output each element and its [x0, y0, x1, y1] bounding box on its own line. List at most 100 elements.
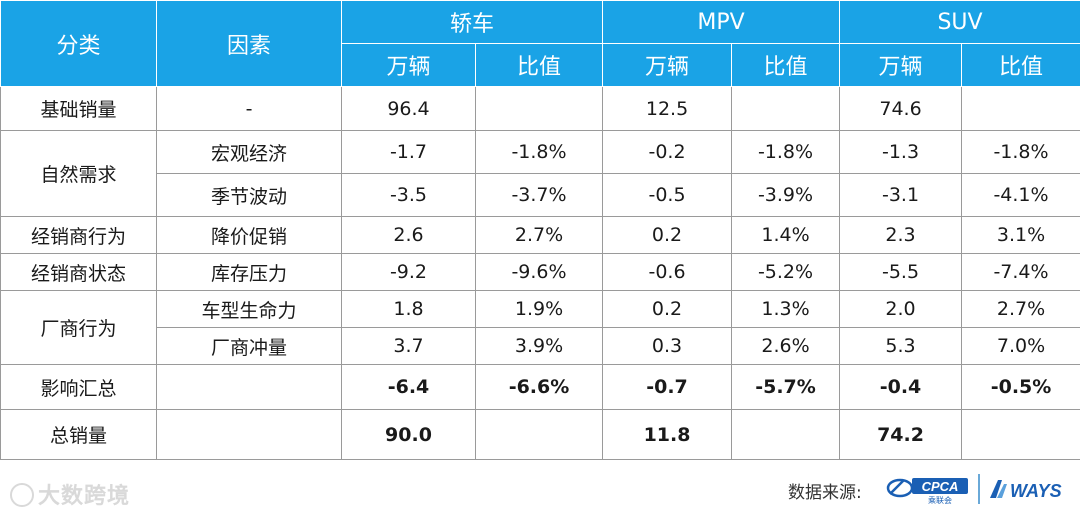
row-factor	[156, 364, 342, 410]
cell-value	[731, 86, 841, 131]
row-category: 基础销量	[0, 86, 157, 131]
header-factor: 因素	[156, 0, 342, 87]
cell-value	[474, 409, 604, 460]
header-sedan-volume: 万辆	[341, 43, 476, 87]
cell-value: 90.0	[341, 409, 476, 460]
table-row-impact: 影响汇总 -6.4 -6.6% -0.7 -5.7% -0.4 -0.5%	[0, 364, 1080, 410]
cell-value: 7.0%	[961, 327, 1080, 365]
svg-text:WAYS: WAYS	[1010, 481, 1062, 501]
sales-factor-table: 分类 因素 轿车 MPV SUV 万辆 比值 万辆 比值 万辆 比值 基础销量 …	[0, 0, 1080, 460]
cell-value: -1.8%	[731, 130, 841, 174]
cell-value: 96.4	[341, 86, 476, 131]
table-row-base: 基础销量 - 96.4 12.5 74.6	[0, 86, 1080, 131]
cell-value	[474, 86, 604, 131]
cell-value: -0.5	[602, 173, 733, 217]
row-factor: 季节波动	[156, 173, 342, 217]
cell-value: 11.8	[602, 409, 733, 460]
header-mpv: MPV	[602, 0, 841, 44]
cell-value: 5.3	[839, 327, 963, 365]
header-sedan-ratio: 比值	[474, 43, 604, 87]
row-category: 经销商行为	[0, 216, 157, 254]
cell-value: -5.7%	[731, 364, 841, 410]
cell-value: 2.7%	[961, 290, 1080, 328]
row-category: 厂商行为	[0, 290, 157, 365]
header-suv-ratio: 比值	[961, 43, 1080, 87]
cell-value: -7.4%	[961, 253, 1080, 291]
cell-value: -3.9%	[731, 173, 841, 217]
cell-value: -1.7	[341, 130, 476, 174]
source-label: 数据来源:	[788, 483, 862, 503]
cell-value: -6.6%	[474, 364, 604, 410]
row-category: 影响汇总	[0, 364, 157, 410]
row-category: 自然需求	[0, 130, 157, 217]
cell-value: 74.6	[839, 86, 963, 131]
svg-text:乘联会: 乘联会	[928, 495, 952, 504]
row-factor: 车型生命力	[156, 290, 342, 328]
row-category: 总销量	[0, 409, 157, 460]
cell-value: 74.2	[839, 409, 963, 460]
cell-value: 2.7%	[474, 216, 604, 254]
cell-value: -5.5	[839, 253, 963, 291]
cell-value	[961, 86, 1080, 131]
cell-value: 1.8	[341, 290, 476, 328]
ways-logo-icon: WAYS	[990, 480, 1062, 501]
table-row-total: 总销量 90.0 11.8 74.2	[0, 409, 1080, 460]
watermark: 大数跨境	[10, 478, 130, 510]
cell-value: -0.7	[602, 364, 733, 410]
logo-divider	[978, 474, 980, 504]
cell-value: -0.6	[602, 253, 733, 291]
cell-value: 2.6%	[731, 327, 841, 365]
watermark-icon	[10, 483, 34, 507]
cell-value: 1.3%	[731, 290, 841, 328]
cell-value: 3.1%	[961, 216, 1080, 254]
cell-value: -1.3	[839, 130, 963, 174]
cell-value: -5.2%	[731, 253, 841, 291]
cell-value: 2.0	[839, 290, 963, 328]
cell-value: 2.3	[839, 216, 963, 254]
cell-value: 0.3	[602, 327, 733, 365]
header-suv: SUV	[839, 0, 1080, 44]
cell-value: 3.7	[341, 327, 476, 365]
row-factor: -	[156, 86, 342, 131]
cell-value: -9.2	[341, 253, 476, 291]
header-suv-volume: 万辆	[839, 43, 963, 87]
cell-value	[731, 409, 841, 460]
cell-value: 2.6	[341, 216, 476, 254]
cell-value: -1.8%	[474, 130, 604, 174]
table-row-macro: 自然需求 宏观经济 -1.7 -1.8% -0.2 -1.8% -1.3 -1.…	[0, 130, 1080, 217]
cell-value: -3.1	[839, 173, 963, 217]
header-sedan: 轿车	[340, 0, 604, 44]
cell-value	[961, 409, 1080, 460]
footer: 大数跨境 数据来源: CPCA 乘联会 WAYS	[0, 466, 1080, 512]
cell-value: -1.8%	[961, 130, 1080, 174]
cell-value: -9.6%	[474, 253, 604, 291]
cell-value: -6.4	[341, 364, 476, 410]
table-row-lifecycle: 厂商行为 车型生命力 1.8 1.9% 0.2 1.3% 2.0 2.7%	[0, 290, 1080, 365]
table-row-season: 季节波动 -3.5 -3.7% -0.5 -3.9% -3.1 -4.1%	[1, 173, 1080, 217]
cell-value: 1.9%	[474, 290, 604, 328]
cell-value: -3.7%	[474, 173, 604, 217]
cell-value: -0.2	[602, 130, 733, 174]
header-mpv-ratio: 比值	[731, 43, 841, 87]
row-factor: 宏观经济	[156, 130, 342, 174]
svg-text:CPCA: CPCA	[922, 479, 959, 494]
table-row-dealer-status: 经销商状态 库存压力 -9.2 -9.6% -0.6 -5.2% -5.5 -7…	[0, 253, 1080, 291]
cell-value: 0.2	[602, 290, 733, 328]
cell-value: 1.4%	[731, 216, 841, 254]
table-row-dealer-behavior: 经销商行为 降价促销 2.6 2.7% 0.2 1.4% 2.3 3.1%	[0, 216, 1080, 254]
row-factor	[156, 409, 342, 460]
cell-value: 0.2	[602, 216, 733, 254]
cell-value: 12.5	[602, 86, 733, 131]
row-factor: 厂商冲量	[156, 327, 342, 365]
cell-value: -3.5	[341, 173, 476, 217]
table-row-push: 厂商冲量 3.7 3.9% 0.3 2.6% 5.3 7.0%	[1, 327, 1080, 365]
cell-value: 3.9%	[474, 327, 604, 365]
cell-value: -0.5%	[961, 364, 1080, 410]
cell-value: -0.4	[839, 364, 963, 410]
header-mpv-volume: 万辆	[602, 43, 733, 87]
row-category: 经销商状态	[0, 253, 157, 291]
cell-value: -4.1%	[961, 173, 1080, 217]
row-factor: 库存压力	[156, 253, 342, 291]
cpca-logo-icon: CPCA 乘联会	[886, 478, 968, 504]
watermark-text: 大数跨境	[38, 484, 131, 509]
